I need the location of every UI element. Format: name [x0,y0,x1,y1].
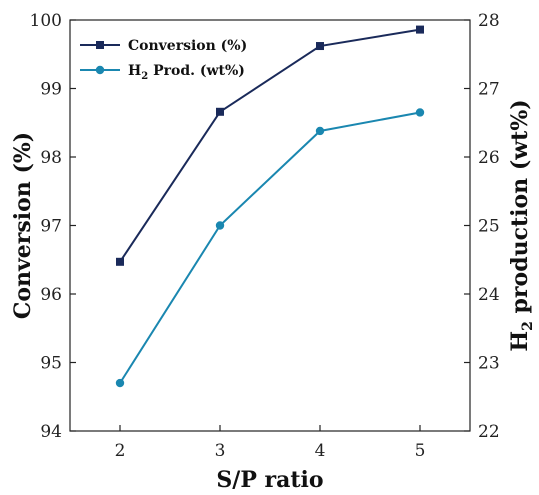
y-right-tick-label: 22 [478,422,500,442]
y-left-tick-label: 97 [40,217,62,237]
legend-marker-1 [95,65,105,75]
legend-label-0: Conversion (%) [128,38,247,54]
y-left-axis-title: Conversion (%) [10,132,36,319]
series-1-point [415,108,425,117]
x-axis-title: S/P ratio [216,467,323,493]
y-right-tick-label: 25 [478,217,500,237]
y-left-tick-label: 96 [40,285,62,305]
y-right-tick-label: 28 [478,11,500,31]
legend-label-1: H2 Prod. (wt%) [128,63,245,82]
series-line-0 [119,28,421,263]
x-tick-label: 4 [315,441,326,461]
y-left-tick-label: 99 [40,80,62,100]
x-tick-label: 5 [415,441,426,461]
y-right-tick-label: 26 [478,148,500,168]
y-left-tick-label: 95 [40,354,62,374]
y-left-tick-label: 98 [40,148,62,168]
plot-area-frame [69,19,471,432]
legend-marker-0 [96,41,104,49]
y-right-tick-label: 27 [478,80,500,100]
y-right-tick-label: 23 [478,354,500,374]
y-left-tick-label: 100 [30,11,62,31]
series-line-1 [119,111,421,384]
series-0-point [316,42,324,51]
x-tick-label: 2 [115,441,126,461]
y-right-axis-title: H2 production (wt%) [507,99,536,351]
y-left-tick-label: 94 [40,422,62,442]
series-0-point [416,25,424,34]
series-0-point [216,107,224,116]
series-1-point [215,221,225,230]
y-right-tick-label: 24 [478,285,500,305]
series-1-point [115,378,125,388]
series-1-point [315,126,325,136]
series-0-point [116,257,124,266]
x-tick-label: 3 [215,441,226,461]
